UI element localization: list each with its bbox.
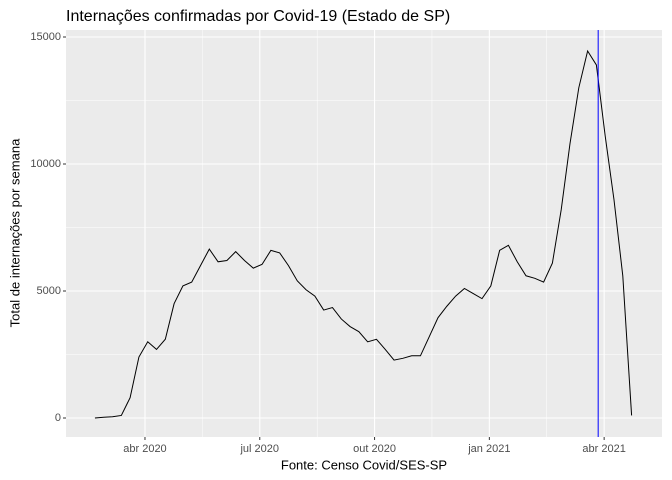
- x-tick-label: abr 2020: [123, 443, 166, 455]
- x-tick-label: abr 2021: [582, 443, 625, 455]
- x-tick-label: jan 2021: [467, 443, 510, 455]
- y-tick-label: 10000: [30, 158, 61, 170]
- y-tick-label: 0: [55, 412, 61, 424]
- chart-title: Internações confirmadas por Covid-19 (Es…: [66, 8, 450, 25]
- plot-panel: [66, 30, 662, 437]
- x-tick-label: out 2020: [353, 443, 396, 455]
- y-axis-label: Total de internações por semana: [7, 138, 22, 327]
- x-axis-label: Fonte: Censo Covid/SES-SP: [281, 457, 447, 472]
- y-tick-label: 15000: [30, 31, 61, 43]
- y-tick-label: 5000: [37, 285, 61, 297]
- x-tick-label: jul 2020: [239, 443, 279, 455]
- line-series: [94, 49, 633, 419]
